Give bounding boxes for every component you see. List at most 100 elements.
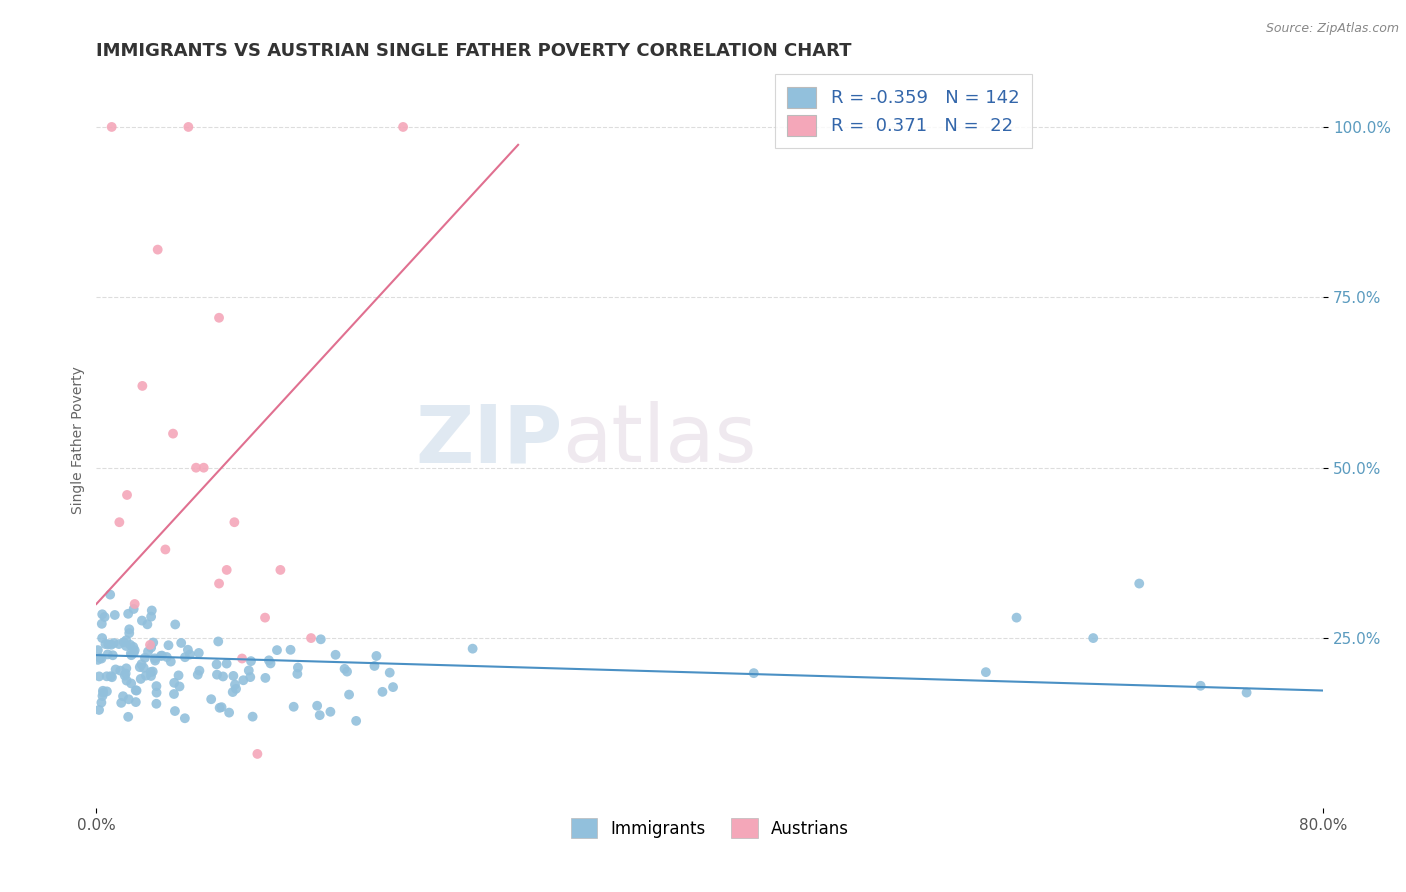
Point: [125, 683, 148, 698]
Point: [112, 635, 135, 649]
Point: [131, 657, 153, 672]
Point: [91, 686, 114, 700]
Point: [309, 632, 332, 647]
Point: [344, 714, 367, 728]
Point: [114, 668, 136, 682]
Point: [97, 648, 120, 662]
Point: [94, 637, 117, 651]
Point: [89, 650, 111, 665]
Point: [382, 680, 405, 694]
Point: [299, 631, 322, 645]
Point: [333, 662, 356, 676]
Point: [211, 700, 233, 714]
Text: atlas: atlas: [562, 401, 756, 479]
Point: [124, 597, 146, 611]
Point: [156, 650, 179, 665]
Point: [238, 664, 260, 678]
Point: [392, 120, 415, 134]
Point: [187, 646, 209, 660]
Point: [134, 650, 156, 665]
Point: [117, 710, 139, 724]
Point: [104, 663, 127, 677]
Point: [155, 542, 177, 557]
Point: [162, 426, 184, 441]
Point: [90, 696, 112, 710]
Point: [325, 648, 347, 662]
Point: [188, 664, 211, 678]
Point: [205, 657, 228, 672]
Point: [208, 310, 231, 325]
Point: [371, 685, 394, 699]
Point: [122, 602, 145, 616]
Point: [125, 695, 148, 709]
Point: [232, 673, 254, 688]
Point: [108, 515, 131, 529]
Point: [280, 642, 302, 657]
Point: [215, 657, 238, 671]
Point: [145, 686, 167, 700]
Point: [308, 708, 330, 723]
Point: [120, 638, 142, 652]
Point: [193, 460, 215, 475]
Point: [87, 643, 110, 657]
Point: [287, 660, 309, 674]
Point: [135, 668, 157, 682]
Point: [187, 667, 209, 681]
Point: [132, 661, 155, 675]
Point: [207, 634, 229, 648]
Point: [1005, 610, 1028, 624]
Point: [100, 638, 122, 652]
Point: [90, 616, 112, 631]
Point: [139, 665, 162, 679]
Point: [257, 653, 280, 667]
Point: [269, 563, 291, 577]
Point: [378, 665, 401, 680]
Point: [212, 669, 235, 683]
Point: [118, 622, 141, 636]
Point: [139, 609, 162, 624]
Point: [131, 614, 153, 628]
Point: [120, 646, 142, 660]
Point: [366, 648, 388, 663]
Point: [285, 667, 308, 681]
Point: [110, 696, 132, 710]
Point: [145, 679, 167, 693]
Point: [100, 669, 122, 683]
Point: [239, 670, 262, 684]
Point: [115, 673, 138, 688]
Point: [173, 711, 195, 725]
Point: [91, 683, 114, 698]
Point: [242, 709, 264, 723]
Point: [218, 706, 240, 720]
Point: [115, 661, 138, 675]
Point: [142, 665, 165, 679]
Point: [163, 687, 186, 701]
Point: [169, 680, 191, 694]
Point: [131, 379, 153, 393]
Point: [254, 610, 277, 624]
Point: [97, 637, 120, 651]
Point: [336, 665, 359, 679]
Point: [157, 638, 180, 652]
Point: [319, 705, 342, 719]
Point: [225, 681, 247, 696]
Point: [139, 638, 162, 652]
Point: [139, 669, 162, 683]
Point: [1083, 631, 1105, 645]
Point: [91, 631, 114, 645]
Point: [149, 648, 172, 663]
Point: [266, 643, 288, 657]
Point: [159, 655, 181, 669]
Point: [115, 633, 138, 648]
Point: [124, 643, 146, 657]
Point: [96, 669, 118, 683]
Point: [307, 698, 329, 713]
Point: [120, 676, 142, 690]
Point: [98, 588, 121, 602]
Point: [145, 697, 167, 711]
Point: [337, 688, 360, 702]
Text: Source: ZipAtlas.com: Source: ZipAtlas.com: [1265, 22, 1399, 36]
Point: [129, 672, 152, 686]
Point: [142, 635, 165, 649]
Point: [108, 637, 131, 651]
